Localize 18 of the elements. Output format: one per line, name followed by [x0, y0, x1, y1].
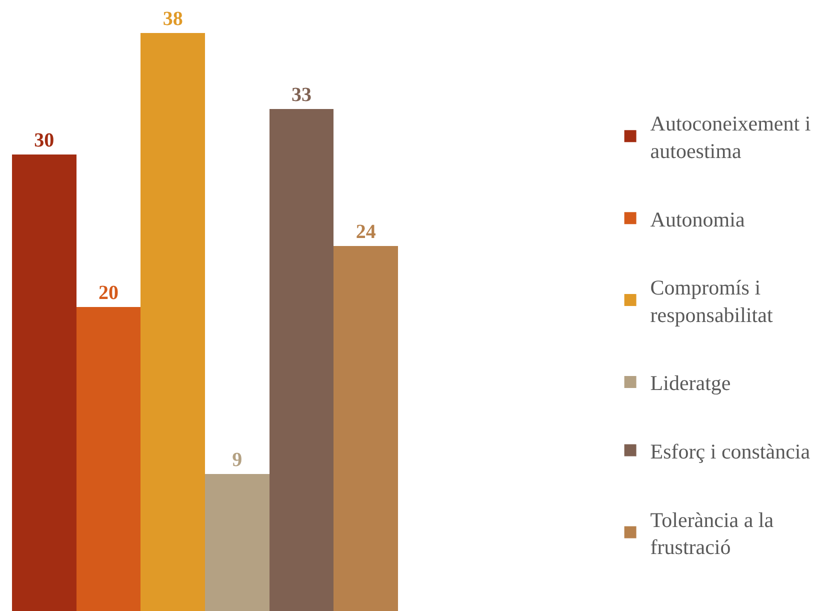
- data-label: 33: [292, 84, 312, 106]
- bar: [12, 154, 76, 611]
- data-label: 30: [34, 130, 54, 152]
- bar: [334, 246, 398, 611]
- legend-label: Lideratge: [650, 371, 731, 396]
- data-label: 20: [98, 282, 118, 304]
- data-label: 38: [162, 8, 183, 30]
- bar: [269, 109, 334, 611]
- legend-label: Autoconeixement i autoestima: [650, 112, 811, 163]
- legend-label: Compromís i responsabilitat: [650, 276, 773, 327]
- legend-label: Esforç i constància: [650, 440, 811, 464]
- data-label: 9: [232, 449, 242, 472]
- data-label: 24: [356, 220, 376, 243]
- legend-label: Tolerància a la frustració: [650, 508, 774, 560]
- bar: [140, 33, 205, 611]
- legend-label: Autonomia: [650, 207, 746, 232]
- bar: [205, 474, 270, 611]
- bar: [76, 306, 141, 611]
